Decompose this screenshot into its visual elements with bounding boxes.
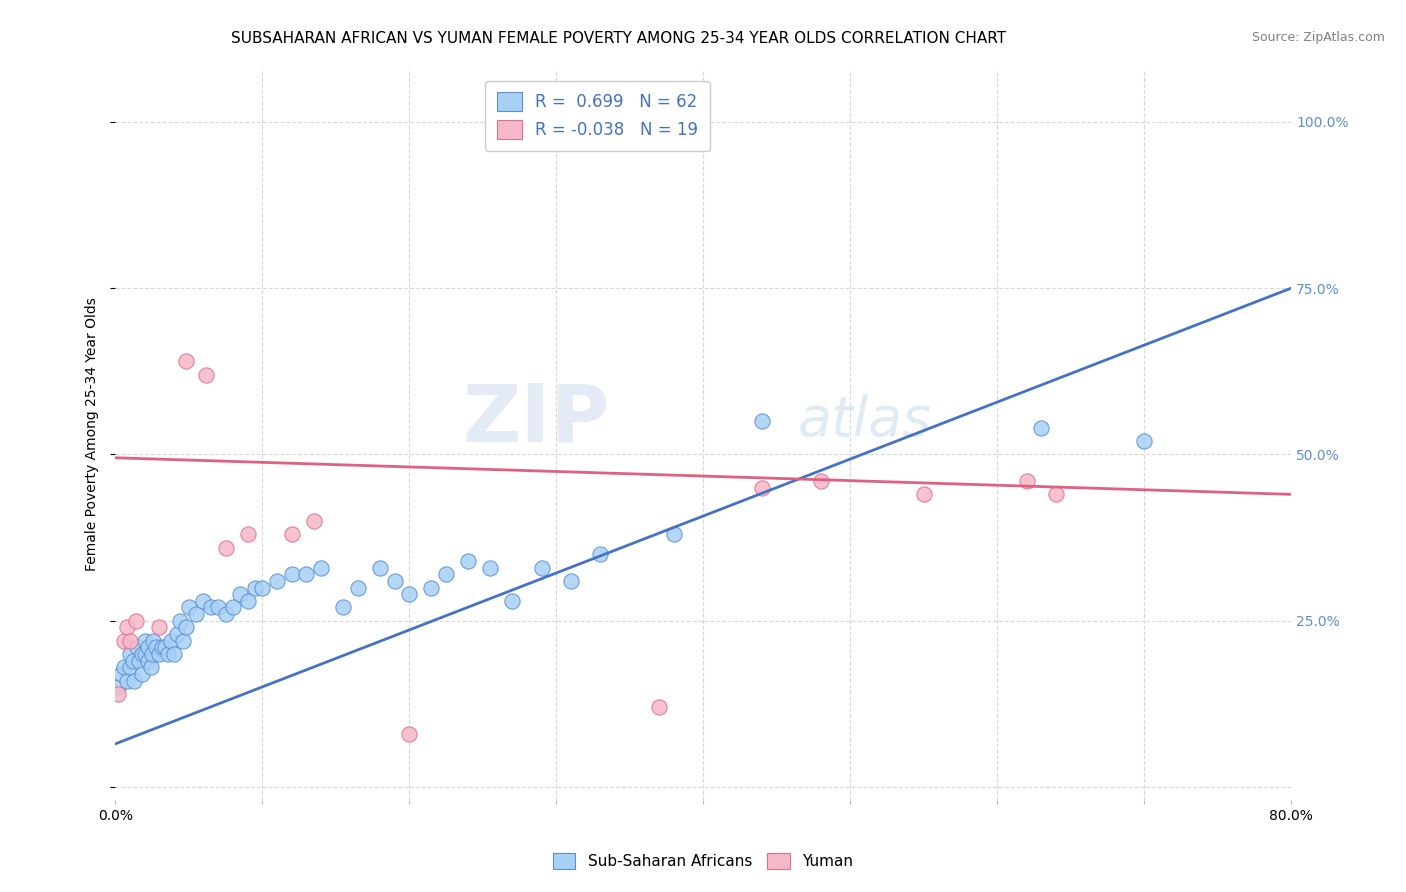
Point xyxy=(134,647,156,661)
Point xyxy=(662,527,685,541)
Point xyxy=(118,633,141,648)
Point xyxy=(131,667,153,681)
Point xyxy=(347,581,370,595)
Point xyxy=(122,654,145,668)
Text: Source: ZipAtlas.com: Source: ZipAtlas.com xyxy=(1251,31,1385,45)
Point xyxy=(136,654,159,668)
Point xyxy=(166,627,188,641)
Point xyxy=(214,541,236,555)
Text: SUBSAHARAN AFRICAN VS YUMAN FEMALE POVERTY AMONG 25-34 YEAR OLDS CORRELATION CHA: SUBSAHARAN AFRICAN VS YUMAN FEMALE POVER… xyxy=(231,31,1007,46)
Point xyxy=(148,647,170,661)
Point xyxy=(139,660,162,674)
Point xyxy=(110,667,132,681)
Point xyxy=(589,547,612,561)
Point xyxy=(530,560,553,574)
Point xyxy=(112,633,135,648)
Point xyxy=(115,620,138,634)
Point xyxy=(252,581,274,595)
Point xyxy=(172,633,194,648)
Point xyxy=(141,647,163,661)
Point xyxy=(479,560,502,574)
Point xyxy=(266,574,288,588)
Point xyxy=(332,600,354,615)
Point xyxy=(295,567,318,582)
Point xyxy=(398,587,420,601)
Point xyxy=(229,587,252,601)
Point xyxy=(236,527,259,541)
Point xyxy=(1015,474,1038,488)
Point xyxy=(1031,421,1053,435)
Point xyxy=(107,681,129,695)
Point xyxy=(200,600,222,615)
Point xyxy=(214,607,236,622)
Point xyxy=(810,474,832,488)
Point xyxy=(222,600,245,615)
Point xyxy=(751,414,773,428)
Point xyxy=(243,581,266,595)
Point xyxy=(174,620,197,634)
Point xyxy=(420,581,443,595)
Point xyxy=(384,574,406,588)
Point xyxy=(118,660,141,674)
Point xyxy=(280,567,302,582)
Point xyxy=(118,647,141,661)
Point xyxy=(184,607,207,622)
Point xyxy=(912,487,935,501)
Text: atlas: atlas xyxy=(797,393,931,446)
Legend: R =  0.699   N = 62, R = -0.038   N = 19: R = 0.699 N = 62, R = -0.038 N = 19 xyxy=(485,80,710,151)
Point xyxy=(136,640,159,655)
Point xyxy=(127,640,149,655)
Point xyxy=(150,640,173,655)
Point xyxy=(128,654,150,668)
Point xyxy=(169,614,191,628)
Point xyxy=(309,560,332,574)
Point xyxy=(142,633,165,648)
Point xyxy=(107,687,129,701)
Point xyxy=(648,700,671,714)
Point xyxy=(177,600,200,615)
Point xyxy=(207,600,229,615)
Point xyxy=(112,660,135,674)
Point xyxy=(145,640,167,655)
Point xyxy=(131,647,153,661)
Point xyxy=(501,594,523,608)
Point xyxy=(398,727,420,741)
Point xyxy=(302,514,325,528)
Point xyxy=(280,527,302,541)
Point xyxy=(193,594,215,608)
Point xyxy=(195,368,218,382)
Point xyxy=(160,633,183,648)
Point xyxy=(163,647,186,661)
Y-axis label: Female Poverty Among 25-34 Year Olds: Female Poverty Among 25-34 Year Olds xyxy=(86,298,100,572)
Point xyxy=(115,673,138,688)
Point xyxy=(1133,434,1156,449)
Point xyxy=(457,554,479,568)
Point xyxy=(236,594,259,608)
Point xyxy=(148,620,170,634)
Point xyxy=(751,481,773,495)
Point xyxy=(368,560,391,574)
Legend: Sub-Saharan Africans, Yuman: Sub-Saharan Africans, Yuman xyxy=(547,847,859,875)
Point xyxy=(560,574,582,588)
Point xyxy=(157,647,180,661)
Point xyxy=(124,673,146,688)
Point xyxy=(434,567,457,582)
Text: ZIP: ZIP xyxy=(463,381,609,458)
Point xyxy=(134,633,156,648)
Point xyxy=(174,354,197,368)
Point xyxy=(125,614,148,628)
Point xyxy=(1045,487,1067,501)
Point xyxy=(155,640,177,655)
